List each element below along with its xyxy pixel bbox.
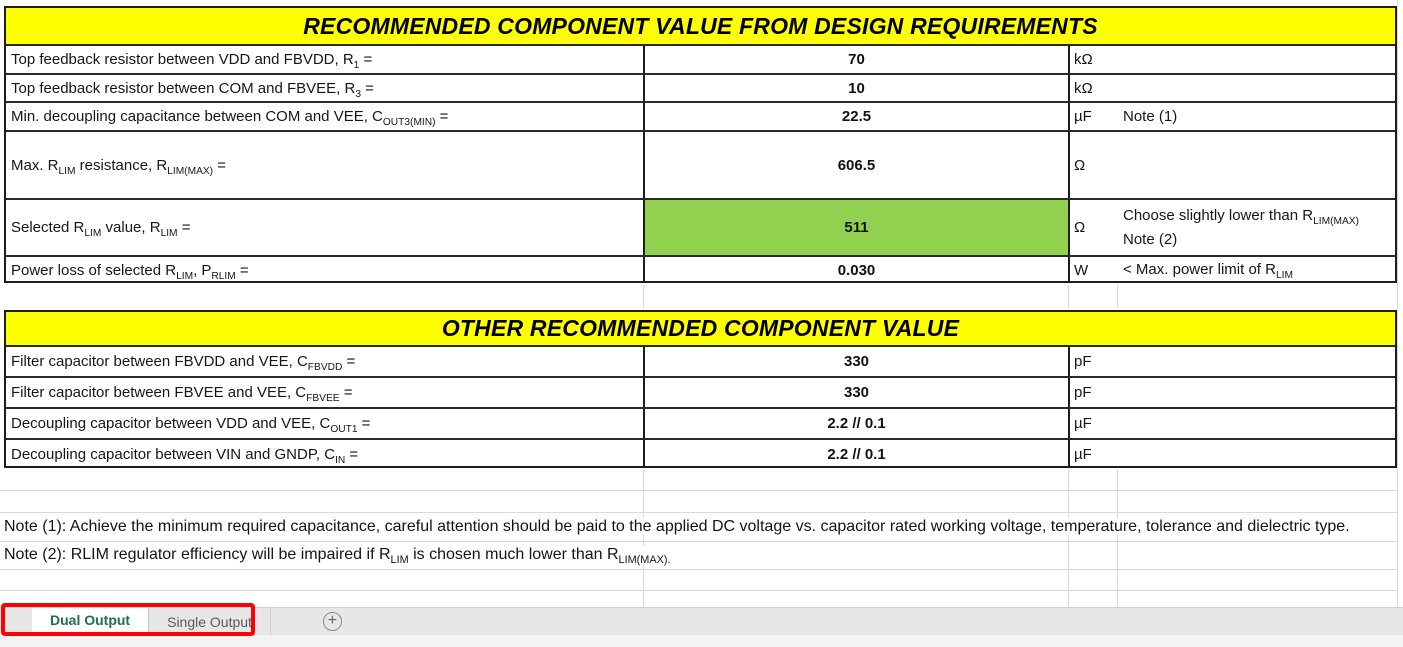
sheet-tabs: Dual Output Single Output — [32, 608, 271, 635]
row-label: Top feedback resistor between COM and FB… — [6, 75, 645, 101]
table-row: Max. RLIM resistance, RLIM(MAX) = 606.5 Ω — [6, 130, 1395, 198]
row-label: Filter capacitor between FBVDD and VEE, … — [6, 347, 645, 376]
value-cell[interactable]: 2.2 // 0.1 — [645, 409, 1070, 438]
gridline — [0, 490, 1397, 491]
value-cell[interactable]: 10 — [645, 75, 1070, 101]
sheet-tab-bar: Dual Output Single Output + — [0, 607, 1403, 635]
unit-note-cell: Ω — [1070, 132, 1395, 198]
gridline — [643, 285, 644, 308]
row-label: Decoupling capacitor between VDD and VEE… — [6, 409, 645, 438]
other-components-table: OTHER RECOMMENDED COMPONENT VALUE Filter… — [4, 310, 1397, 468]
unit-note-cell: kΩ — [1070, 75, 1395, 101]
unit-note-cell: kΩ — [1070, 46, 1395, 73]
unit-note-cell: W < Max. power limit of RLIM — [1070, 257, 1395, 283]
row-label: Power loss of selected RLIM, PRLIM = — [6, 257, 645, 283]
footnote-2: Note (2): RLIM regulator efficiency will… — [4, 541, 675, 569]
unit-label: pF — [1074, 384, 1092, 401]
status-strip — [0, 635, 1403, 647]
unit-note-cell: pF — [1070, 378, 1395, 407]
value-cell[interactable]: 2.2 // 0.1 — [645, 440, 1070, 468]
unit-note-cell: Ω Choose slightly lower than RLIM(MAX) Not… — [1070, 200, 1395, 255]
footnote-1: Note (1): Achieve the minimum required c… — [4, 512, 1354, 541]
gridline — [1117, 285, 1118, 308]
unit-label: µF — [1074, 108, 1092, 125]
row-label: Max. RLIM resistance, RLIM(MAX) = — [6, 132, 645, 198]
gridline — [0, 541, 1397, 542]
gridline — [1117, 470, 1118, 607]
row-label: Filter capacitor between FBVEE and VEE, … — [6, 378, 645, 407]
unit-note-cell: µF Note (1) — [1070, 103, 1395, 130]
gridline — [1397, 0, 1398, 607]
note-text: < Max. power limit of RLIM — [1123, 261, 1293, 281]
gridline — [0, 569, 1397, 570]
row-label: Top feedback resistor between VDD and FB… — [6, 46, 645, 73]
table-row: Power loss of selected RLIM, PRLIM = 0.03… — [6, 255, 1395, 283]
gridline — [0, 512, 1397, 513]
sheet-tab-dual-output[interactable]: Dual Output — [32, 608, 150, 635]
value-cell[interactable]: 70 — [645, 46, 1070, 73]
section1-rows: Top feedback resistor between VDD and FB… — [6, 44, 1395, 283]
unit-note-cell: µF — [1070, 440, 1395, 468]
value-cell[interactable]: 330 — [645, 347, 1070, 376]
gridline — [1068, 470, 1069, 607]
gridline — [0, 590, 1397, 591]
table-row: Min. decoupling capacitance between COM … — [6, 101, 1395, 130]
gridline — [643, 470, 644, 607]
table-row: Top feedback resistor between COM and FB… — [6, 73, 1395, 101]
note-text: Note (1) — [1123, 107, 1178, 125]
unit-label: kΩ — [1074, 51, 1093, 68]
row-label: Selected RLIM value, RLIM = — [6, 200, 645, 255]
unit-label: Ω — [1074, 156, 1086, 174]
row-label: Decoupling capacitor between VIN and GND… — [6, 440, 645, 468]
value-cell[interactable]: 606.5 — [645, 132, 1070, 198]
value-cell[interactable]: 0.030 — [645, 257, 1070, 283]
value-cell[interactable]: 330 — [645, 378, 1070, 407]
table-row: Filter capacitor between FBVDD and VEE, … — [6, 345, 1395, 376]
table-row: Filter capacitor between FBVEE and VEE, … — [6, 376, 1395, 407]
section1-header: RECOMMENDED COMPONENT VALUE FROM DESIGN … — [6, 8, 1395, 44]
gridline — [1068, 285, 1069, 308]
unit-note-cell: µF — [1070, 409, 1395, 438]
unit-label: pF — [1074, 353, 1092, 370]
note-text: Choose slightly lower than RLIM(MAX) Note… — [1123, 206, 1359, 248]
unit-label: Ω — [1074, 219, 1086, 236]
unit-label: W — [1074, 261, 1089, 279]
unit-note-cell: pF — [1070, 347, 1395, 376]
row-label: Min. decoupling capacitance between COM … — [6, 103, 645, 130]
table-row: Decoupling capacitor between VDD and VEE… — [6, 407, 1395, 438]
design-requirements-table: RECOMMENDED COMPONENT VALUE FROM DESIGN … — [4, 6, 1397, 283]
section2-header: OTHER RECOMMENDED COMPONENT VALUE — [6, 312, 1395, 345]
value-cell[interactable]: 22.5 — [645, 103, 1070, 130]
sheet-tab-single-output[interactable]: Single Output — [149, 608, 271, 635]
table-row: Decoupling capacitor between VIN and GND… — [6, 438, 1395, 468]
add-sheet-icon[interactable]: + — [322, 612, 342, 631]
section2-rows: Filter capacitor between FBVDD and VEE, … — [6, 345, 1395, 468]
unit-label: µF — [1074, 415, 1092, 432]
unit-label: µF — [1074, 445, 1092, 463]
selected-rlim-value-cell[interactable]: 511 — [645, 200, 1070, 255]
table-row: Selected RLIM value, RLIM = 511 Ω Choose sl… — [6, 198, 1395, 255]
unit-label: kΩ — [1074, 79, 1093, 97]
table-row: Top feedback resistor between VDD and FB… — [6, 44, 1395, 73]
